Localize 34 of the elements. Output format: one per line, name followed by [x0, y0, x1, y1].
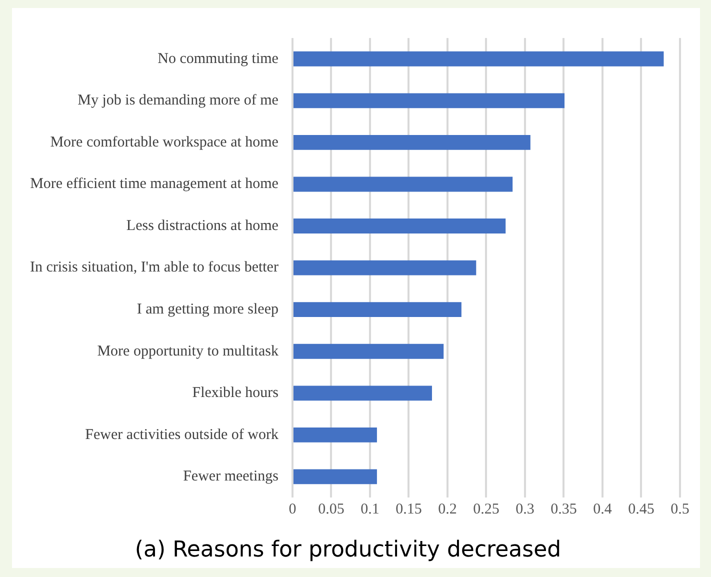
bar	[293, 344, 444, 359]
bar	[293, 134, 530, 150]
y-tick-label: Less distractions at home	[126, 218, 279, 234]
y-tick-label: Flexible hours	[192, 385, 279, 402]
y-tick-label: My job is demanding more of me	[78, 92, 279, 109]
y-tick-label: No commuting time	[158, 50, 279, 67]
x-tick-label: 0.1	[360, 502, 380, 518]
bar	[293, 51, 664, 66]
x-tick-label: 0.5	[670, 502, 690, 518]
y-tick-label: I am getting more sleep	[136, 302, 278, 318]
x-tick-label: 0.2	[438, 502, 457, 518]
x-tick-label: 0.25	[473, 502, 500, 518]
bar	[293, 302, 462, 318]
y-tick-label: In crisis situation, I'm able to focus better	[30, 260, 278, 276]
y-tick-label: More efficient time management at home	[30, 176, 279, 192]
x-tick-label: 0.45	[628, 502, 654, 518]
y-tick-label: More opportunity to multitask	[97, 343, 279, 360]
y-tick-label: Fewer activities outside of work	[85, 426, 279, 443]
x-tick-label: 0.3	[516, 502, 534, 518]
bar	[293, 218, 506, 234]
x-tick-label: 0	[288, 502, 296, 518]
bar	[293, 386, 432, 401]
bar	[293, 176, 513, 192]
x-tick-label: 0.35	[550, 502, 577, 518]
bar	[293, 260, 476, 276]
bar	[293, 93, 565, 108]
bar	[293, 469, 377, 484]
x-tick-label: 0.15	[396, 502, 422, 518]
x-tick-label: 0.05	[318, 502, 344, 518]
y-tick-label: Fewer meetings	[183, 468, 279, 485]
x-tick-label: 0.4	[593, 502, 612, 518]
bar	[293, 427, 377, 442]
text: (a) Reasons for productivity decreased	[134, 538, 562, 563]
y-tick-label: More comfortable workspace at home	[50, 134, 279, 150]
